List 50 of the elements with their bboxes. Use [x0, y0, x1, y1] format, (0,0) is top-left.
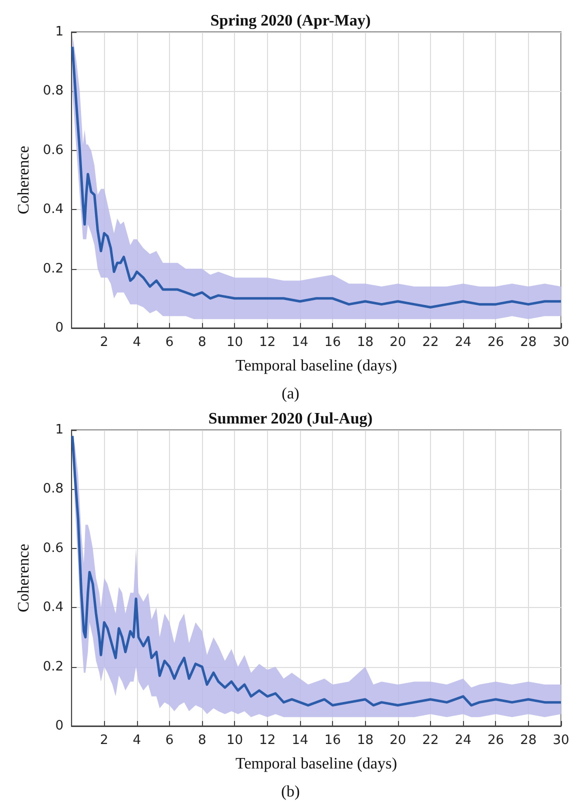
x-tick-label: 10 [226, 733, 243, 748]
y-tick-label: 0.2 [42, 659, 64, 674]
y-tick-label: 1 [55, 24, 64, 40]
x-tick-label: 30 [552, 733, 570, 748]
x-axis-title: Temporal baseline (days) [236, 358, 398, 374]
y-tick-label: 0.4 [42, 202, 64, 218]
y-tick-label: 0.2 [42, 261, 64, 276]
text: (a) [282, 386, 300, 402]
x-tick-label: 20 [390, 733, 406, 748]
x-tick-label: 10 [226, 335, 243, 350]
x-tick-label: 8 [198, 335, 206, 350]
y-tick-label: 0 [55, 320, 64, 336]
x-tick-label: 20 [390, 335, 406, 350]
x-tick-label: 6 [165, 335, 174, 350]
x-tick-label: 28 [520, 335, 537, 350]
x-tick-label: 4 [132, 335, 141, 350]
x-tick-label: 12 [259, 335, 276, 350]
x-tick-label: 24 [454, 733, 472, 748]
x-tick-label: 18 [356, 733, 374, 748]
y-tick-label: 0.8 [42, 84, 64, 99]
x-tick-label: 8 [198, 733, 206, 748]
y-tick-label: 0.4 [42, 600, 64, 616]
x-tick-label: 4 [132, 733, 141, 748]
chart-title: Spring 2020 (Apr-May) [210, 12, 371, 30]
y-tick-label: 0.6 [42, 540, 64, 556]
x-tick-label: 12 [259, 733, 276, 748]
x-tick-label: 22 [422, 335, 439, 350]
chart-title: Summer 2020 (Jul-Aug) [208, 410, 373, 428]
y-axis-title: Coherence [16, 544, 32, 612]
x-tick-label: 22 [422, 733, 439, 748]
x-tick-label: 6 [165, 733, 174, 748]
y-tick-label: 0.8 [42, 482, 64, 497]
x-tick-label: 24 [454, 335, 472, 350]
x-tick-label: 30 [552, 335, 570, 350]
x-tick-label: 18 [356, 335, 374, 350]
x-tick-label: 2 [100, 733, 108, 748]
y-tick-label: 1 [55, 422, 64, 438]
x-tick-label: 14 [292, 335, 308, 350]
x-tick-label: 2 [100, 335, 108, 350]
y-tick-label: 0 [55, 718, 64, 734]
x-axis-title: Temporal baseline (days) [236, 756, 398, 772]
text: (b) [281, 784, 300, 800]
x-tick-label: 26 [487, 733, 504, 748]
x-tick-label: 16 [324, 733, 341, 748]
x-tick-label: 28 [520, 733, 537, 748]
x-tick-label: 26 [487, 335, 504, 350]
y-tick-label: 0.6 [42, 142, 64, 158]
x-tick-label: 14 [292, 733, 308, 748]
y-axis-title: Coherence [16, 146, 32, 214]
x-tick-label: 16 [324, 335, 341, 350]
